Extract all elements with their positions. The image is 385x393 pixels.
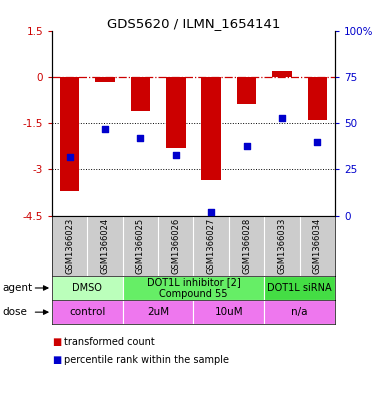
Bar — [95, 77, 115, 82]
Text: GSM1366028: GSM1366028 — [242, 218, 251, 274]
Text: agent: agent — [2, 283, 32, 293]
Bar — [193, 300, 264, 324]
Text: ■: ■ — [52, 337, 61, 347]
Bar — [123, 276, 264, 300]
Text: n/a: n/a — [291, 307, 308, 317]
Bar — [52, 276, 123, 300]
Text: 10uM: 10uM — [214, 307, 243, 317]
Text: GSM1366023: GSM1366023 — [65, 218, 74, 274]
Title: GDS5620 / ILMN_1654141: GDS5620 / ILMN_1654141 — [107, 17, 280, 30]
Point — [208, 209, 214, 215]
Point — [279, 115, 285, 121]
Point — [243, 142, 249, 149]
Bar — [201, 77, 221, 180]
Text: percentile rank within the sample: percentile rank within the sample — [64, 354, 229, 365]
Point — [67, 153, 73, 160]
Text: DMSO: DMSO — [72, 283, 102, 293]
Text: dose: dose — [2, 307, 27, 317]
Text: GSM1366027: GSM1366027 — [207, 218, 216, 274]
Text: control: control — [69, 307, 105, 317]
Text: GSM1366033: GSM1366033 — [277, 217, 286, 274]
Text: GSM1366025: GSM1366025 — [136, 218, 145, 274]
Bar — [264, 300, 335, 324]
Bar — [264, 276, 335, 300]
Text: GSM1366034: GSM1366034 — [313, 218, 322, 274]
Text: DOT1L siRNA: DOT1L siRNA — [267, 283, 332, 293]
Bar — [123, 300, 193, 324]
Text: GSM1366024: GSM1366024 — [100, 218, 110, 274]
Bar — [237, 77, 256, 103]
Text: 2uM: 2uM — [147, 307, 169, 317]
Text: ■: ■ — [52, 354, 61, 365]
Point — [173, 152, 179, 158]
Bar — [60, 77, 79, 191]
Text: DOT1L inhibitor [2]
Compound 55: DOT1L inhibitor [2] Compound 55 — [147, 277, 240, 299]
Point — [102, 126, 108, 132]
Text: transformed count: transformed count — [64, 337, 154, 347]
Bar — [52, 300, 123, 324]
Text: GSM1366026: GSM1366026 — [171, 218, 180, 274]
Bar — [131, 77, 150, 111]
Bar — [308, 77, 327, 120]
Point — [137, 135, 144, 141]
Bar — [272, 71, 291, 77]
Bar — [166, 77, 186, 148]
Point — [314, 139, 320, 145]
